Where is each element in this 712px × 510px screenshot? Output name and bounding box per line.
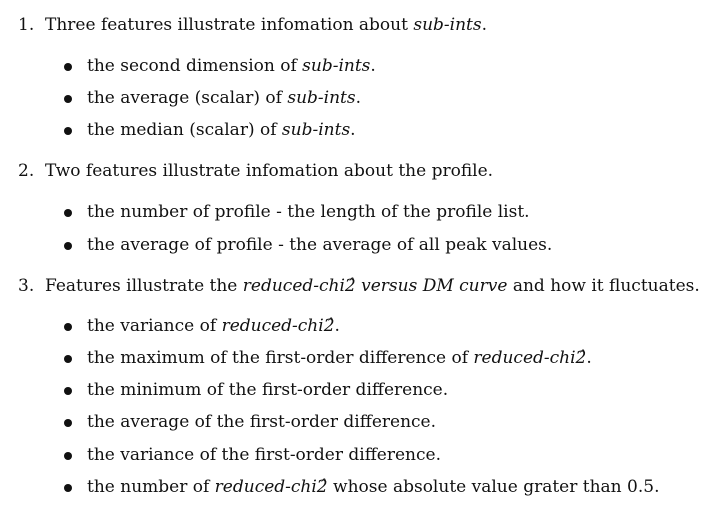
bullet-text: the number of reduced-chi2̂ whose absolu… bbox=[87, 479, 659, 496]
italic-term: reduced-chi2̂ versus DM curve bbox=[242, 276, 508, 296]
text-run: whose absolute value grater than 0.5. bbox=[327, 477, 660, 497]
text-run: the variance of the first-order differen… bbox=[87, 445, 441, 465]
text-run: the number of profile - the length of th… bbox=[87, 202, 530, 222]
bullet-dot-icon bbox=[64, 419, 72, 427]
bullet-dot-icon bbox=[64, 323, 72, 331]
italic-term: reduced-chi2̂ bbox=[221, 316, 335, 336]
bullet-text: the second dimension of sub-ints. bbox=[87, 58, 376, 75]
list-item-text: Features illustrate the reduced-chi2̂ ve… bbox=[45, 278, 700, 295]
bullet-dot-icon bbox=[64, 242, 72, 250]
list-item-number: 3. bbox=[18, 276, 35, 296]
text-run: the minimum of the first-order differenc… bbox=[87, 380, 449, 400]
text-run: the average (scalar) of bbox=[87, 88, 288, 108]
list-item-text: Three features illustrate infomation abo… bbox=[45, 17, 487, 34]
bullet-text: the average (scalar) of sub-ints. bbox=[87, 90, 361, 107]
bullet-dot-icon bbox=[64, 484, 72, 492]
text-run: Features illustrate the bbox=[45, 276, 243, 296]
bullet-dot-icon bbox=[64, 355, 72, 363]
text-run: . bbox=[481, 15, 488, 35]
list-item-number: 1. bbox=[18, 15, 35, 35]
bullet-dot-icon bbox=[64, 127, 72, 135]
italic-term: sub-ints bbox=[413, 15, 482, 35]
bullet-text: the variance of the first-order differen… bbox=[87, 447, 441, 464]
italic-term: sub-ints bbox=[287, 88, 356, 108]
bullet-text: the number of profile - the length of th… bbox=[87, 204, 530, 221]
text-run: the second dimension of bbox=[87, 56, 303, 76]
list-item-text: Two features illustrate infomation about… bbox=[45, 163, 493, 180]
text-run: . bbox=[355, 88, 361, 108]
bullet-text: the median (scalar) of sub-ints. bbox=[87, 122, 356, 139]
bullet-text: the average of the first-order differenc… bbox=[87, 414, 436, 431]
text-run: the median (scalar) of bbox=[87, 120, 282, 140]
text-run: Three features illustrate infomation abo… bbox=[45, 15, 414, 35]
bullet-dot-icon bbox=[64, 63, 72, 71]
text-run: the variance of bbox=[87, 316, 222, 336]
italic-term: sub-ints bbox=[281, 120, 351, 140]
bullet-dot-icon bbox=[64, 387, 72, 395]
text-run: . bbox=[586, 348, 592, 368]
bullet-text: the variance of reduced-chi2̂. bbox=[87, 318, 340, 335]
bullet-dot-icon bbox=[64, 95, 72, 103]
text-run: . bbox=[350, 120, 356, 140]
italic-term: reduced-chi2̂ bbox=[214, 477, 328, 497]
italic-term: sub-ints bbox=[302, 56, 371, 76]
text-run: Two features illustrate infomation about… bbox=[45, 161, 494, 181]
bullet-text: the maximum of the first-order differenc… bbox=[87, 350, 592, 367]
text-run: the number of bbox=[87, 477, 215, 497]
text-run: and how it fluctuates. bbox=[507, 276, 700, 296]
text-run: . bbox=[370, 56, 376, 76]
italic-term: reduced-chi2̂ bbox=[473, 348, 587, 368]
text-run: the average of the first-order differenc… bbox=[87, 412, 437, 432]
list-item-number: 2. bbox=[18, 161, 35, 181]
text-run: the average of profile - the average of … bbox=[87, 235, 553, 255]
bullet-dot-icon bbox=[64, 209, 72, 217]
bullet-text: the average of profile - the average of … bbox=[87, 237, 552, 254]
bullet-text: the minimum of the first-order differenc… bbox=[87, 382, 448, 399]
text-run: the maximum of the first-order differenc… bbox=[87, 348, 474, 368]
bullet-dot-icon bbox=[64, 452, 72, 460]
text-run: . bbox=[334, 316, 340, 336]
